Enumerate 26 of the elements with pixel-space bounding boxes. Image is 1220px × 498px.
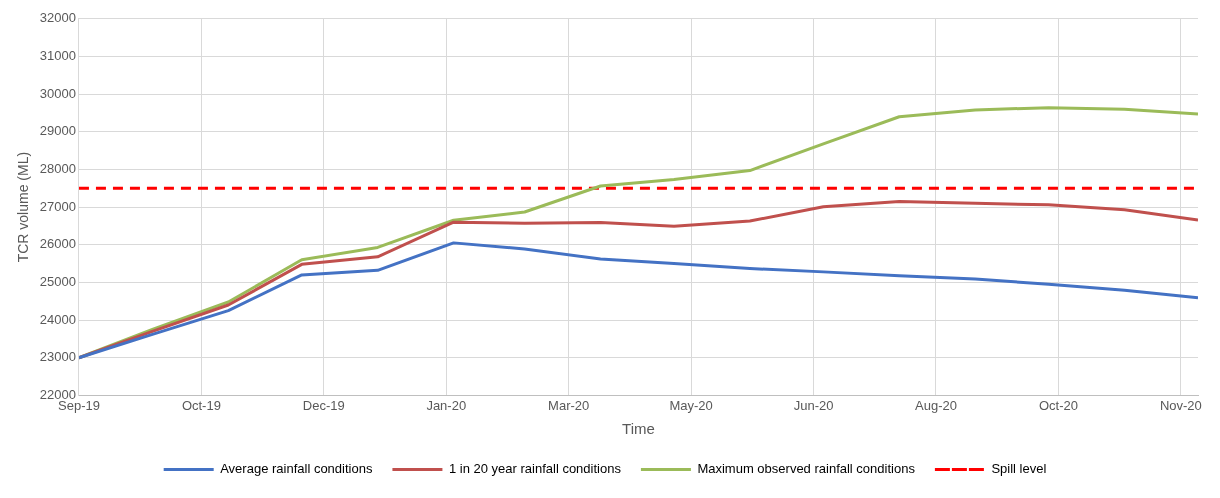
x-tick-label: Oct-20 [1038,397,1078,413]
y-tick-label: 24000 [39,311,76,327]
y-tick-label: 25000 [39,274,76,289]
y-tick-label: 30000 [39,85,76,101]
legend-label: 1 in 20 year rainfall conditions [448,461,622,477]
x-tick-label: Oct-19 [181,397,221,413]
legend-label: Spill level [991,461,1047,477]
y-tick-label: 28000 [39,161,76,177]
y-tick-label: 31000 [39,48,76,64]
x-tick-label: Jan-20 [426,397,467,413]
x-tick-label: Dec-19 [302,397,345,413]
legend-label: Average rainfall conditions [220,461,373,477]
y-tick-label: 22000 [39,386,76,402]
x-axis-title: Time [622,420,655,438]
y-tick-label: 29000 [39,123,76,139]
y-tick-label: 27000 [39,198,76,214]
legend-label: Maximum observed rainfall conditions [697,461,916,477]
x-tick-label: May-20 [669,397,713,413]
x-tick-label: Aug-20 [915,397,957,413]
x-tick-label: Jun-20 [793,397,834,413]
y-tick-label: 23000 [39,349,76,365]
y-tick-label: 32000 [39,10,76,26]
y-axis-title: TCR volume (ML) [15,151,32,263]
y-tick-label: 26000 [39,236,76,252]
x-tick-label: Nov-20 [1159,397,1202,413]
x-tick-label: Mar-20 [548,397,590,413]
